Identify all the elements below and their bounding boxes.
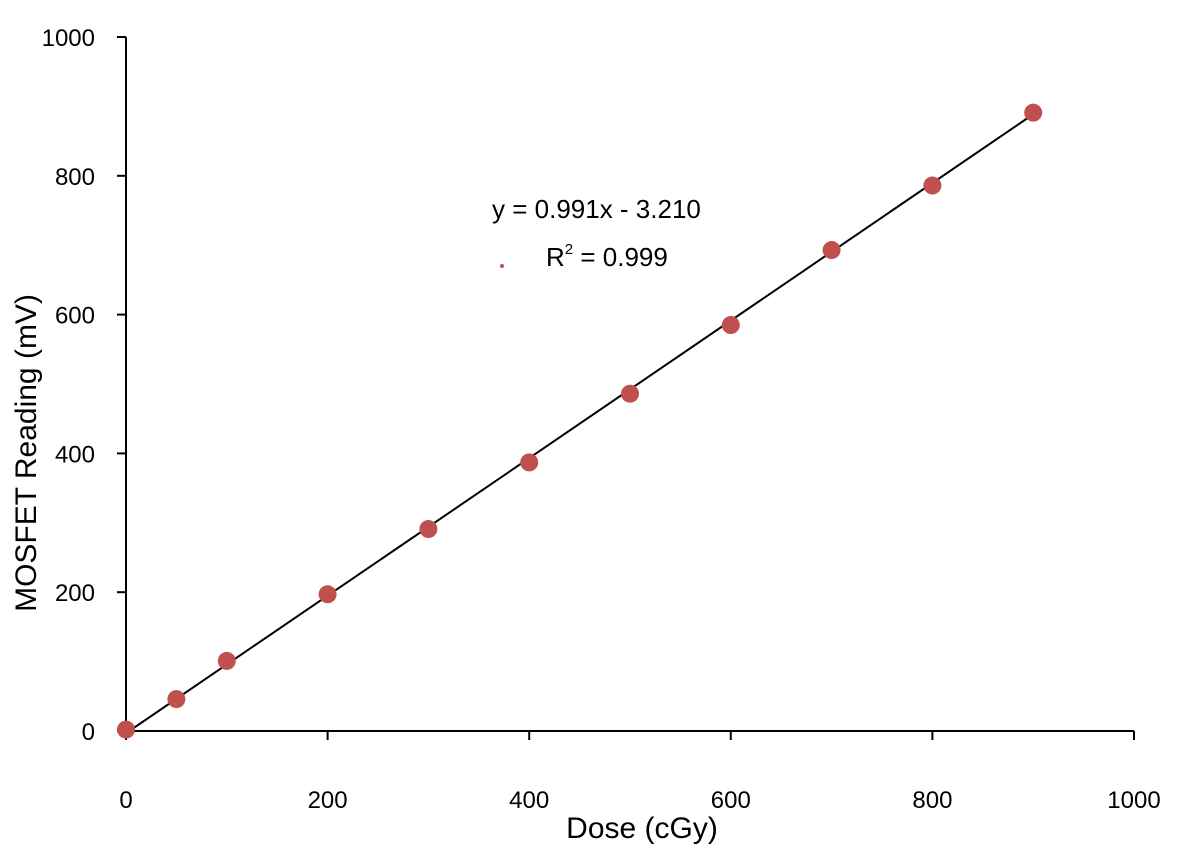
trendline-layer	[128, 113, 1034, 732]
axis-ticks: 0 200 400 600 800 1000 0 200 400 600 800 1000	[42, 25, 1161, 814]
y-tick-label: 600	[55, 303, 95, 330]
r-squared-symbol: R	[546, 242, 565, 272]
regression-annotation: y = 0.991x - 3.210 R2 = 0.999	[492, 194, 701, 272]
data-point	[621, 384, 639, 403]
x-tick-label: 0	[119, 787, 132, 814]
y-tick-label: 200	[55, 580, 95, 607]
x-tick-label: 200	[308, 787, 348, 814]
data-points	[117, 103, 1043, 739]
y-tick-label: 400	[55, 441, 95, 468]
y-axis-title: MOSFET Reading (mV)	[10, 294, 43, 612]
data-point	[167, 690, 186, 709]
equation-label: y = 0.991x - 3.210	[492, 194, 701, 224]
x-tick-label: 400	[509, 787, 549, 814]
x-tick-label: 1000	[1107, 787, 1160, 814]
r-squared-value: = 0.999	[573, 242, 668, 272]
data-point	[822, 241, 841, 260]
data-point	[217, 651, 236, 670]
data-point	[1024, 103, 1043, 122]
data-point	[520, 453, 539, 472]
annotation-marker	[500, 264, 504, 268]
y-tick-label: 0	[82, 719, 95, 746]
data-point	[721, 316, 740, 335]
y-tick-label: 1000	[42, 25, 95, 52]
y-tick-label: 800	[55, 164, 95, 191]
trendline	[128, 113, 1034, 732]
r-squared-exponent: 2	[565, 241, 573, 258]
data-point	[318, 585, 337, 604]
r-squared-label: R2 = 0.999	[546, 241, 668, 272]
axes	[125, 37, 1134, 732]
data-point	[419, 520, 438, 539]
data-point	[117, 720, 135, 739]
data-point	[923, 176, 942, 195]
x-tick-label: 800	[912, 787, 952, 814]
x-tick-label: 600	[711, 787, 751, 814]
x-axis-title: Dose (cGy)	[566, 812, 718, 845]
